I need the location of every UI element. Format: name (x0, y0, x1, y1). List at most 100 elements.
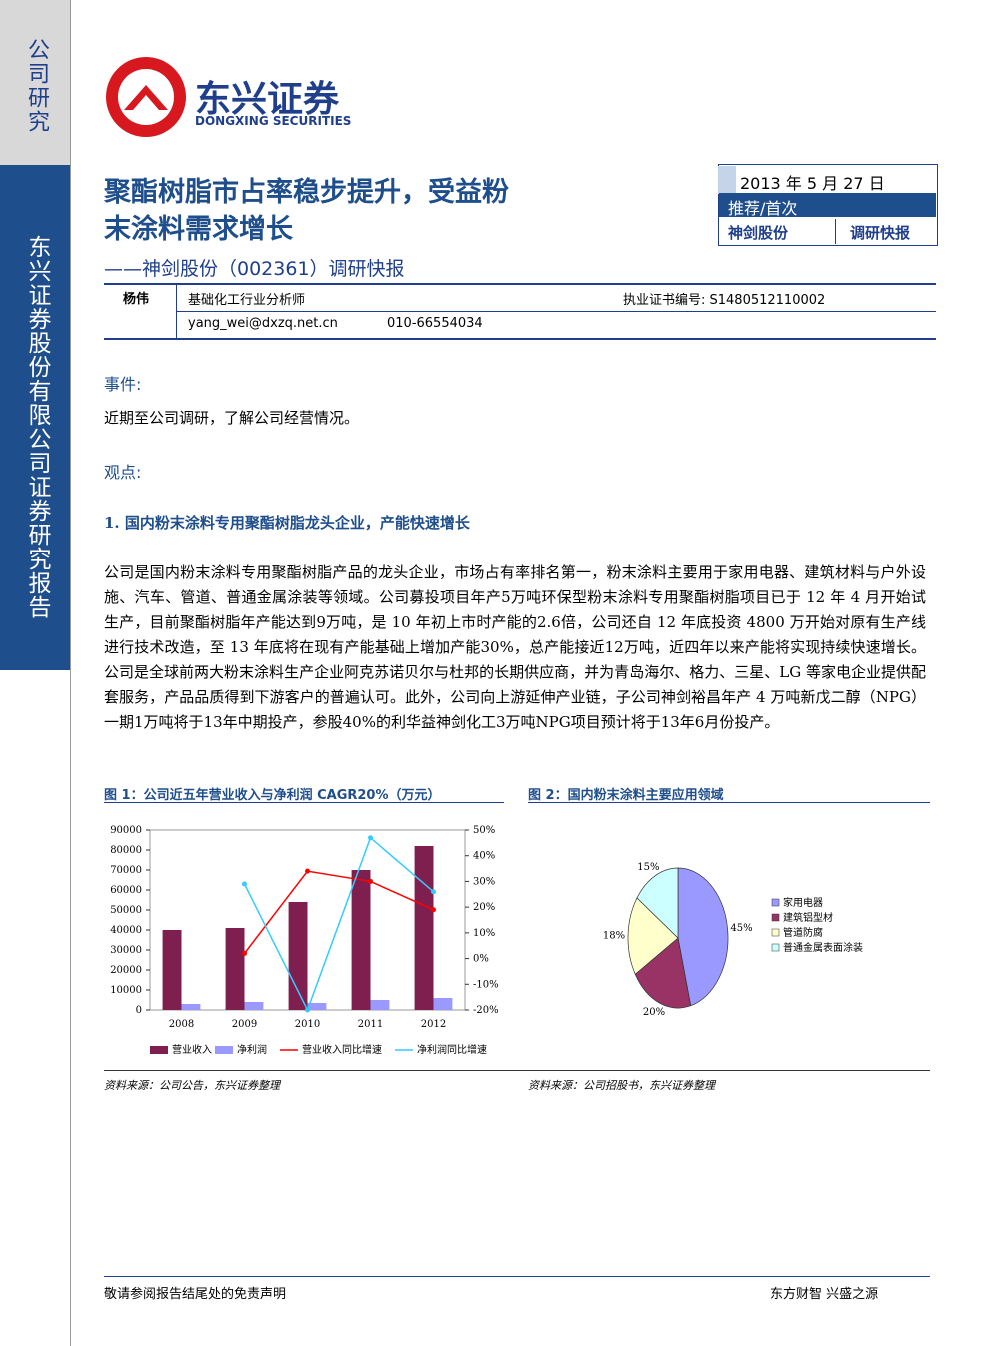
rating: 推荐/首次 (728, 199, 798, 218)
analyst-cert: 执业证书编号: S1480512110002 (623, 293, 826, 308)
legend-swatch (771, 913, 780, 922)
y2-tick-label: 20% (473, 902, 495, 913)
logo-en: DONGXING SECURITIES (195, 114, 352, 128)
paragraph: 公司是国内粉末涂料专用聚酯树脂产品的龙头企业，市场占有率排名第一，粉末涂料主要用… (104, 563, 926, 731)
y2-tick-label: -10% (473, 979, 499, 990)
pie-slice (627, 897, 679, 975)
legend-swatch (771, 928, 780, 937)
legend-swatch (215, 1046, 233, 1054)
legend-label: 普通金属表面涂装 (783, 941, 863, 954)
legend-label: 管道防腐 (783, 926, 823, 939)
y-tick-label: 90000 (110, 825, 142, 836)
x-tick-label: 2008 (169, 1019, 194, 1030)
info-divider (835, 219, 836, 244)
rule (104, 1070, 930, 1071)
rule (528, 802, 930, 803)
bar (162, 930, 182, 1010)
x-tick-label: 2010 (295, 1019, 320, 1030)
x-tick-label: 2011 (358, 1019, 383, 1030)
y-tick-label: 60000 (110, 885, 142, 896)
y2-tick-label: 40% (473, 851, 495, 862)
bar (244, 1002, 264, 1010)
analyst-name: 杨伟 (123, 292, 150, 307)
chart: 0 10000 20000 30000 40000 50000 60000 70000 8000… (110, 825, 499, 1056)
info-accent (718, 166, 736, 194)
legend-label: 营业收入同比增速 (302, 1043, 382, 1056)
y2-tick-label: 10% (473, 928, 495, 939)
footer-left: 敬请参阅报告结尾处的免责声明 (104, 1287, 287, 1302)
rule (104, 338, 936, 340)
bar (433, 998, 453, 1010)
bar (181, 1004, 201, 1010)
sidebar-text: 东兴证券股份有限公司证券研究报告 (24, 235, 50, 619)
analyst-role: 基础化工行业分析师 (188, 293, 306, 308)
figure-title: 图 2：国内粉末涂料主要应用领域 (528, 788, 724, 803)
legend-swatch (771, 898, 780, 907)
figure-source: 资料来源：公司招股书，东兴证券整理 (528, 1079, 715, 1092)
y2-tick-label: 50% (473, 825, 495, 836)
bar (414, 846, 434, 1010)
bar (225, 928, 245, 1010)
y-tick-label: 20000 (110, 965, 142, 976)
date: 2013 年 5 月 27 日 (740, 174, 885, 193)
y2-tick-label: -20% (473, 1005, 499, 1016)
legend-label: 净利润同比增速 (417, 1043, 487, 1056)
figure-title: 图 1：公司近五年营业收入与净利润 CAGR20%（万元） (104, 788, 441, 803)
rule (104, 802, 504, 803)
section-heading: 1. 国内粉末涂料专用聚酯树脂龙头企业，产能快速增长 (104, 514, 470, 532)
info-box (718, 164, 938, 246)
stock-name: 神剑股份 (728, 224, 789, 242)
legend-label: 家用电器 (783, 896, 823, 909)
x-tick-label: 2012 (421, 1019, 446, 1030)
legend-swatch (150, 1046, 168, 1054)
y-tick-label: 30000 (110, 945, 142, 956)
rating-bg (719, 193, 936, 217)
sidebar-top (0, 0, 70, 165)
analyst-phone: 010-66554034 (387, 316, 483, 331)
heading: 事件: (104, 375, 142, 394)
footer-right: 东方财智 兴盛之源 (770, 1287, 879, 1302)
pie-slice (636, 867, 679, 939)
chart: 45% 家用电器 20% 建筑铝型材 18% 管道防腐 15% 普通金属表面涂装 (603, 862, 863, 1018)
heading: 观点: (104, 463, 142, 482)
bar (288, 902, 308, 1010)
bar (370, 1000, 390, 1010)
sidebar-band (0, 165, 70, 670)
pie-label: 18% (603, 930, 625, 941)
legend-label: 净利润 (237, 1043, 267, 1056)
sidebar-rule (70, 0, 71, 1346)
legend-label: 建筑铝型材 (783, 911, 833, 924)
subtitle: ——神剑股份（002361）调研快报 (104, 258, 405, 280)
bar (351, 870, 371, 1010)
bar (307, 1003, 327, 1010)
line (243, 836, 434, 1012)
pie-label: 15% (637, 862, 659, 873)
pie-slice (677, 867, 729, 1007)
y-tick-label: 70000 (110, 865, 142, 876)
rule (104, 283, 936, 285)
line (243, 870, 434, 954)
y-tick-label: 40000 (110, 925, 142, 936)
figure-source: 资料来源：公司公告，东兴证券整理 (104, 1079, 280, 1092)
pie-slice (634, 937, 692, 1009)
y-tick-label: 50000 (110, 905, 142, 916)
y-tick-label: 10000 (110, 985, 142, 996)
rule (176, 311, 936, 312)
legend-label: 营业收入 (172, 1043, 212, 1056)
title: 聚酯树脂市占率稳步提升，受益粉 (104, 177, 509, 208)
y2-tick-label: 0% (473, 954, 489, 965)
y2-tick-label: 30% (473, 876, 495, 887)
logo-cn: 东兴证券 (195, 79, 340, 120)
legend-swatch (771, 943, 780, 952)
pie-label: 45% (730, 923, 752, 934)
analyst-email: yang_wei@dxzq.net.cn (188, 316, 338, 331)
pie-label: 20% (643, 1007, 665, 1018)
rule (104, 1276, 930, 1277)
report-type: 调研快报 (850, 224, 911, 242)
x-tick-label: 2009 (232, 1019, 257, 1030)
y-tick-label: 0 (136, 1005, 142, 1016)
title: 末涂料需求增长 (104, 214, 293, 245)
section-label: 公司研究 (24, 38, 49, 134)
logo-mark (106, 57, 186, 137)
